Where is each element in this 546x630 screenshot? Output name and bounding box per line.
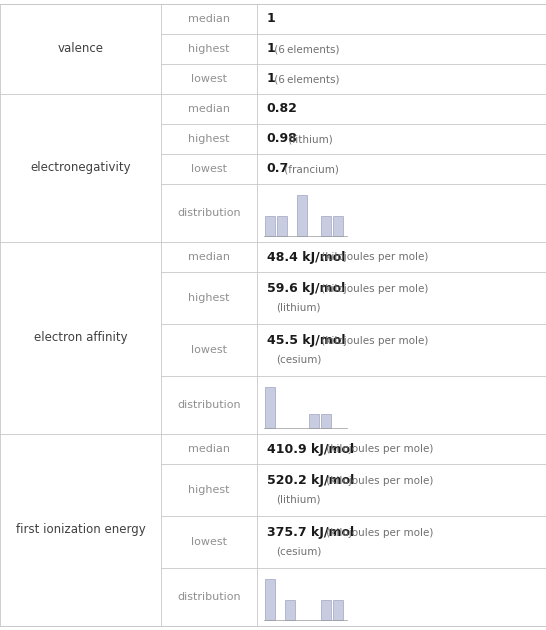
Text: 45.5 kJ/mol: 45.5 kJ/mol [266,334,345,347]
Text: first ionization energy: first ionization energy [16,524,145,537]
Bar [265,215,275,236]
Text: 59.6 kJ/mol: 59.6 kJ/mol [266,282,345,295]
Bar [333,600,343,620]
Text: (francium): (francium) [281,164,339,174]
Bar [265,579,275,620]
Text: (lithium): (lithium) [277,302,321,312]
Bar [265,387,275,428]
Text: electron affinity: electron affinity [34,331,127,345]
Text: median: median [188,444,230,454]
Text: highest: highest [188,293,230,303]
Text: (kilojoules per mole): (kilojoules per mole) [318,284,429,294]
Text: (6 elements): (6 elements) [271,44,340,54]
Bar [308,415,319,428]
Text: distribution: distribution [177,208,241,218]
Text: (cesium): (cesium) [277,354,322,364]
Text: median: median [188,104,230,114]
Bar [321,600,331,620]
Text: distribution: distribution [177,592,241,602]
Text: 375.7 kJ/mol: 375.7 kJ/mol [266,526,354,539]
Text: highest: highest [188,44,230,54]
Bar [296,195,307,236]
Bar [333,215,343,236]
Text: 410.9 kJ/mol: 410.9 kJ/mol [266,442,354,455]
Text: highest: highest [188,134,230,144]
Text: median: median [188,252,230,262]
Text: electronegativity: electronegativity [30,161,131,175]
Text: distribution: distribution [177,400,241,410]
Text: (cesium): (cesium) [277,546,322,556]
Text: (kilojoules per mole): (kilojoules per mole) [318,252,429,262]
Text: lowest: lowest [191,345,227,355]
Text: 1: 1 [266,13,275,25]
Text: 520.2 kJ/mol: 520.2 kJ/mol [266,474,354,487]
Text: (lithium): (lithium) [286,134,333,144]
Text: (kilojoules per mole): (kilojoules per mole) [323,528,433,537]
Text: 0.82: 0.82 [266,103,298,115]
Text: (6 elements): (6 elements) [271,74,340,84]
Text: 0.7: 0.7 [266,163,289,176]
Text: (kilojoules per mole): (kilojoules per mole) [323,476,433,486]
Bar [321,415,331,428]
Text: (kilojoules per mole): (kilojoules per mole) [318,336,429,346]
Text: 1: 1 [266,42,275,55]
Text: median: median [188,14,230,24]
Bar [284,600,295,620]
Text: 48.4 kJ/mol: 48.4 kJ/mol [266,251,345,263]
Bar [277,215,287,236]
Text: 0.98: 0.98 [266,132,298,146]
Text: valence: valence [57,42,104,55]
Text: highest: highest [188,485,230,495]
Text: lowest: lowest [191,537,227,547]
Bar [321,215,331,236]
Text: (kilojoules per mole): (kilojoules per mole) [323,444,433,454]
Text: 1: 1 [266,72,275,86]
Text: lowest: lowest [191,164,227,174]
Text: (lithium): (lithium) [277,495,321,505]
Text: lowest: lowest [191,74,227,84]
